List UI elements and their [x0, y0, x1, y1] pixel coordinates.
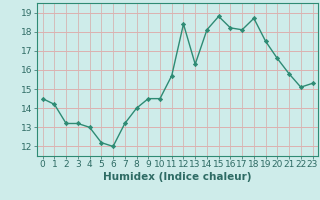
X-axis label: Humidex (Indice chaleur): Humidex (Indice chaleur) [103, 172, 252, 182]
